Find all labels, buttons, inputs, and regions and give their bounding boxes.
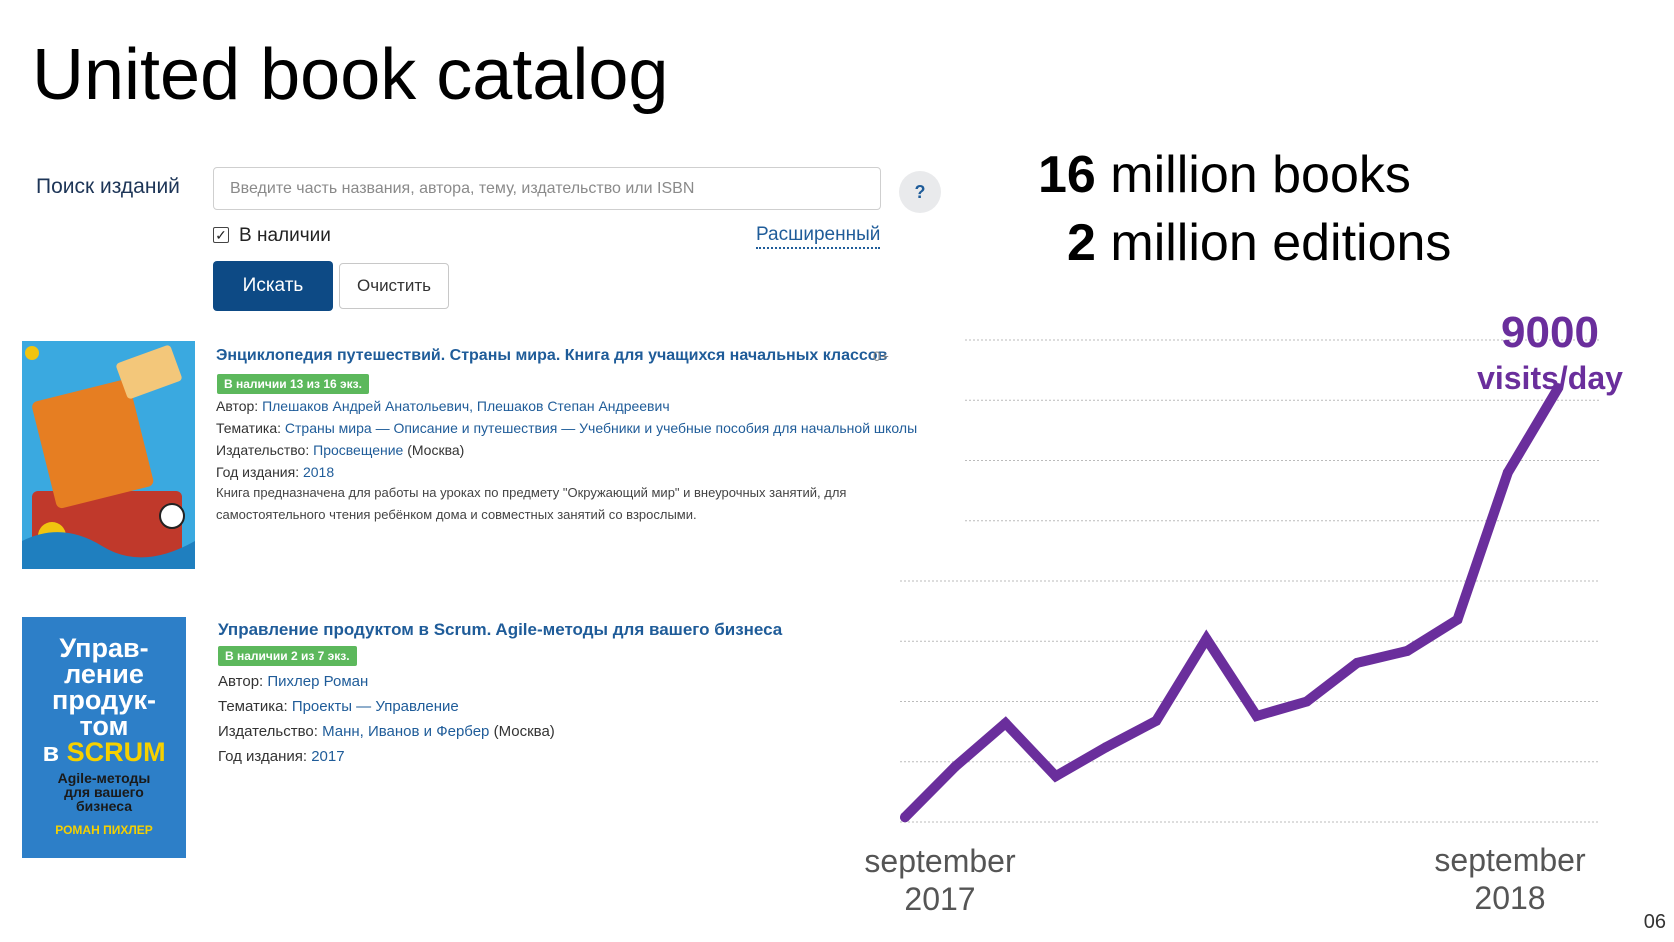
book-cover-scrum[interactable]: Управ- ление продук- том в SCRUM Agile-м…: [22, 617, 186, 858]
cover-title: Управ- ление продук- том в SCRUM: [42, 633, 166, 767]
slide-title: United book catalog: [32, 35, 669, 115]
author-link[interactable]: Плешаков Андрей Анатольевич, Плешаков Ст…: [262, 398, 670, 414]
slide-number: 06: [1643, 911, 1666, 933]
publisher-city: (Москва): [493, 723, 555, 740]
visits-line-chart: [900, 339, 1600, 823]
data-point: [1151, 715, 1162, 726]
year-link[interactable]: 2018: [302, 464, 335, 480]
peak-unit-label: visits/day: [1477, 360, 1623, 396]
x-tick-label: september 2017: [864, 843, 1016, 917]
book-cover-encyclopedia[interactable]: [22, 341, 195, 569]
cover-subtitle: Agile-методы для вашего бизнеса: [57, 770, 151, 814]
cover-author: РОМАН ПИХЛЕР: [55, 823, 153, 837]
data-point: [1402, 645, 1413, 656]
topic-row: Тематика: Проекты — Управление: [218, 698, 459, 715]
data-point: [1050, 771, 1061, 782]
author-link[interactable]: Пихлер Роман: [267, 673, 369, 690]
x-tick-label: september 2018: [1434, 842, 1586, 916]
topic-label: Тематика:: [218, 698, 288, 715]
topic-label: Тематика:: [216, 420, 281, 436]
book-description: Книга предназначена для работы на уроках…: [216, 485, 847, 522]
publisher-link[interactable]: Манн, Иванов и Фербер: [322, 723, 490, 740]
editions-stat: 2 million editions: [1067, 214, 1452, 272]
data-point: [1201, 633, 1212, 644]
publisher-row: Издательство: Манн, Иванов и Фербер (Мос…: [218, 723, 555, 740]
topic-link[interactable]: Страны мира — Описание и путешествия — У…: [284, 420, 918, 436]
data-point: [1452, 614, 1463, 625]
author-row: Автор: Пихлер Роман: [218, 673, 368, 690]
data-point: [1251, 710, 1262, 721]
chart-peak-annotation: 9000 visits/day: [1460, 307, 1640, 397]
year-label: Год издания:: [216, 464, 300, 480]
author-row: Автор: Плешаков Андрей Анатольевич, Плеш…: [216, 398, 670, 414]
publisher-row: Издательство: Просвещение (Москва): [216, 442, 464, 458]
publisher-label: Издательство:: [216, 442, 310, 458]
book-title-link[interactable]: Управление продуктом в Scrum. Agile-мето…: [218, 620, 783, 639]
data-point: [1502, 467, 1513, 478]
topic-row: Тематика: Страны мира — Описание и путеш…: [216, 420, 917, 436]
data-point: [1100, 742, 1111, 753]
author-label: Автор:: [218, 673, 264, 690]
advanced-search-link[interactable]: Расширенный: [756, 224, 881, 249]
data-point: [1553, 383, 1563, 394]
book-title-link[interactable]: Энциклопедия путешествий. Страны мира. К…: [216, 347, 888, 364]
year-row: Год издания: 2018: [216, 464, 334, 480]
year-row: Год издания: 2017: [218, 748, 345, 765]
books-stat: 16 million books: [1038, 146, 1411, 204]
author-label: Автор:: [216, 398, 259, 414]
help-button[interactable]: ?: [899, 171, 941, 213]
search-button[interactable]: Искать: [213, 261, 333, 311]
data-point: [1000, 718, 1011, 729]
data-point: [1301, 696, 1312, 707]
clear-button[interactable]: Очистить: [339, 263, 449, 309]
search-input[interactable]: [213, 167, 881, 210]
availability-badge: В наличии 2 из 7 экз.: [218, 646, 357, 666]
visits-series-line: [900, 383, 1563, 823]
data-point: [900, 812, 910, 823]
availability-checkbox[interactable]: ✓: [213, 227, 229, 243]
availability-badge: В наличии 13 из 16 экз.: [217, 374, 369, 394]
topic-link[interactable]: Проекты — Управление: [291, 698, 459, 715]
availability-label: В наличии: [239, 225, 331, 246]
data-point: [950, 761, 961, 772]
year-label: Год издания:: [218, 748, 308, 765]
year-link[interactable]: 2017: [311, 748, 345, 765]
publisher-city: (Москва): [407, 442, 465, 458]
data-point: [1352, 657, 1363, 668]
age-rating: 0+: [873, 348, 889, 364]
cover-illustration: [22, 341, 195, 569]
search-label: Поиск изданий: [36, 175, 180, 198]
publisher-label: Издательство:: [218, 723, 318, 740]
publisher-link[interactable]: Просвещение: [313, 442, 404, 458]
peak-value-label: 9000: [1501, 308, 1599, 357]
